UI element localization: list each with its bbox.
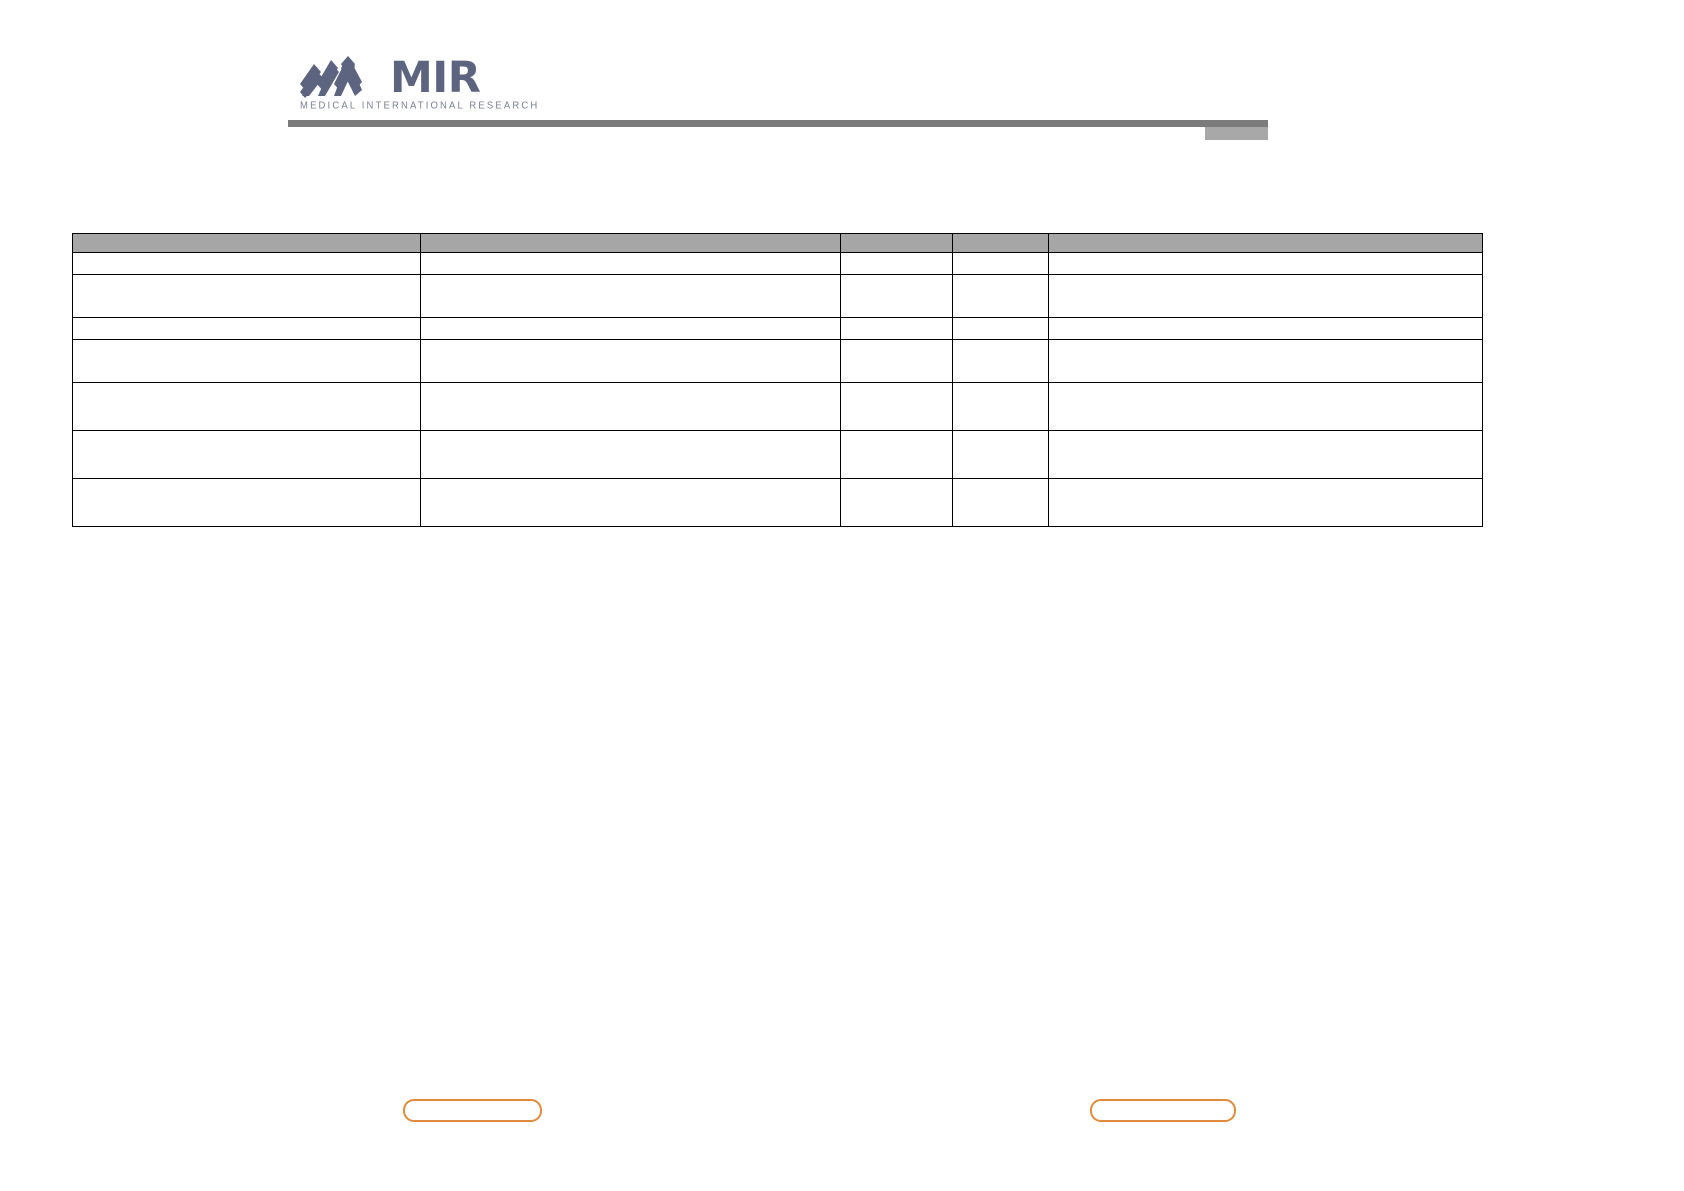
table-cell	[1048, 478, 1483, 527]
table-cell	[840, 430, 953, 479]
header-divider-rule	[288, 120, 1268, 127]
column-header-2	[420, 233, 841, 253]
footer-button-left[interactable]	[403, 1099, 542, 1122]
table-cell	[952, 252, 1049, 275]
table-cell	[840, 478, 953, 527]
table-row	[72, 317, 1483, 340]
logo-tagline: MEDICAL INTERNATIONAL RESEARCH	[300, 100, 540, 112]
table-cell	[952, 382, 1049, 431]
table-cell	[420, 478, 841, 527]
table-head	[72, 233, 1483, 253]
logo-wordmark: MIR	[390, 53, 481, 103]
column-header-4	[952, 233, 1049, 253]
table-row	[72, 382, 1483, 431]
table-cell	[420, 339, 841, 383]
table-cell	[1048, 339, 1483, 383]
table-body	[72, 252, 1483, 527]
table-cell	[72, 274, 421, 318]
table-row	[72, 430, 1483, 479]
mir-chevrons-logo-icon	[300, 56, 362, 98]
table-cell	[952, 274, 1049, 318]
footer-button-right[interactable]	[1090, 1099, 1236, 1122]
column-header-1	[72, 233, 421, 253]
table-cell	[840, 252, 953, 275]
column-header-3	[840, 233, 953, 253]
table-cell	[1048, 317, 1483, 340]
table-cell	[1048, 382, 1483, 431]
table-cell	[1048, 430, 1483, 479]
table-cell	[72, 478, 421, 527]
header-corner-tab	[1205, 127, 1268, 140]
table-cell	[72, 339, 421, 383]
table-cell	[840, 274, 953, 318]
table-cell	[72, 382, 421, 431]
table-cell	[72, 252, 421, 275]
table-cell	[420, 252, 841, 275]
table-cell	[420, 430, 841, 479]
table-cell	[840, 339, 953, 383]
logo-row: MIR	[300, 52, 500, 103]
table-cell	[420, 382, 841, 431]
table-header-row	[72, 233, 1483, 253]
table-cell	[840, 317, 953, 340]
table-cell	[1048, 274, 1483, 318]
table-row	[72, 274, 1483, 318]
table-cell	[72, 430, 421, 479]
brand-logo: MIR MEDICAL INTERNATIONAL RESEARCH	[300, 52, 540, 118]
table-cell	[840, 382, 953, 431]
table-cell	[1048, 252, 1483, 275]
table-cell	[952, 317, 1049, 340]
table-row	[72, 339, 1483, 383]
table-cell	[420, 274, 841, 318]
table-cell	[952, 339, 1049, 383]
table-cell	[72, 317, 421, 340]
specification-table	[72, 233, 1483, 527]
column-header-5	[1048, 233, 1483, 253]
table-row	[72, 252, 1483, 275]
table-cell	[952, 478, 1049, 527]
table-cell	[420, 317, 841, 340]
table-row	[72, 478, 1483, 527]
table-cell	[952, 430, 1049, 479]
